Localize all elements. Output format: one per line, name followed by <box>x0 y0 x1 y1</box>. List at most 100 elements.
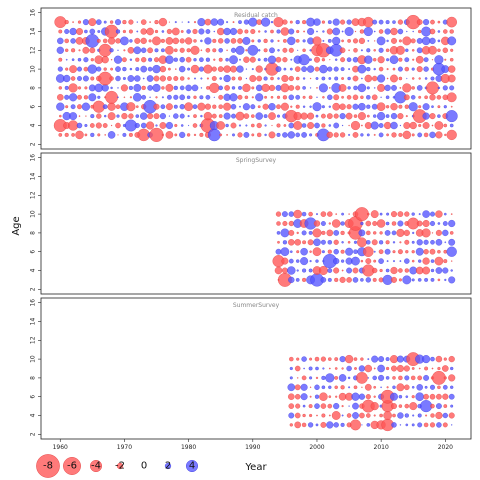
residual-bubble <box>84 29 88 34</box>
residual-bubble <box>238 20 242 24</box>
residual-bubble <box>140 37 147 45</box>
residual-bubble <box>380 386 382 389</box>
residual-bubble <box>297 377 299 379</box>
residual-bubble <box>82 46 90 54</box>
residual-bubble <box>340 422 345 427</box>
y-tick-label: 12 <box>30 46 37 54</box>
residual-bubble <box>255 65 263 73</box>
residual-bubble <box>135 105 139 109</box>
residual-bubble <box>422 210 430 218</box>
residual-bubble <box>378 240 384 245</box>
residual-bubble <box>306 65 315 73</box>
residual-bubble <box>309 77 312 80</box>
residual-bubble <box>442 85 448 91</box>
panel-title: SummerSurvey <box>233 302 280 309</box>
residual-bubble <box>77 94 82 100</box>
residual-bubble <box>242 83 251 93</box>
residual-bubble <box>353 249 358 254</box>
residual-bubble <box>90 76 95 81</box>
residual-bubble <box>295 259 300 263</box>
residual-bubble <box>146 121 155 130</box>
residual-bubble <box>411 49 415 52</box>
residual-bubble <box>250 123 255 128</box>
residual-bubble <box>103 20 107 24</box>
residual-bubble <box>450 404 454 408</box>
residual-bubble <box>385 366 390 371</box>
residual-bubble <box>325 373 335 383</box>
residual-bubble <box>434 121 444 130</box>
residual-bubble <box>200 114 203 118</box>
residual-bubble <box>450 366 454 371</box>
residual-bubble <box>147 47 153 54</box>
residual-bubble <box>352 277 359 283</box>
residual-bubble <box>346 267 353 274</box>
residual-bubble <box>165 121 173 130</box>
residual-bubble <box>129 58 133 61</box>
x-tick-label: 2000 <box>309 444 324 451</box>
residual-bubble <box>417 375 423 381</box>
residual-bubble <box>161 30 165 33</box>
residual-bubble <box>89 123 95 128</box>
residual-bubble <box>301 230 307 236</box>
residual-bubble <box>249 75 257 82</box>
residual-bubble <box>334 367 338 370</box>
residual-bubble <box>232 21 235 24</box>
residual-bubble <box>97 30 101 33</box>
residual-bubble <box>226 134 228 136</box>
residual-bubble <box>402 130 411 140</box>
residual-bubble <box>404 403 410 409</box>
residual-bubble <box>366 114 370 118</box>
residual-bubble <box>357 237 367 248</box>
residual-bubble <box>57 37 64 45</box>
residual-bubble <box>430 19 435 25</box>
residual-bubble <box>416 85 423 91</box>
residual-bubble <box>282 95 288 100</box>
residual-bubble <box>418 123 422 128</box>
residual-bubble <box>448 393 455 400</box>
residual-bubble <box>320 211 327 217</box>
residual-bubble <box>423 422 429 428</box>
residual-bubble <box>193 95 197 99</box>
residual-bubble <box>422 266 431 275</box>
residual-bubble <box>312 36 322 46</box>
residual-bubble <box>288 85 295 91</box>
residual-bubble <box>288 94 295 101</box>
residual-bubble <box>449 29 454 34</box>
residual-bubble <box>158 17 168 27</box>
residual-bubble <box>122 57 127 63</box>
y-tick-label: 12 <box>30 191 37 199</box>
x-tick-label: 1980 <box>181 444 196 451</box>
residual-bubble <box>352 402 359 410</box>
residual-bubble <box>411 133 415 137</box>
residual-bubble <box>348 133 351 136</box>
y-tick-label: 6 <box>30 395 37 399</box>
residual-bubble <box>88 84 96 92</box>
residual-bubble <box>402 275 412 285</box>
residual-bubble <box>309 58 312 61</box>
residual-bubble <box>192 104 198 109</box>
residual-bubble <box>309 357 313 361</box>
residual-bubble <box>366 133 370 137</box>
residual-bubble <box>444 241 447 244</box>
residual-bubble <box>110 86 113 90</box>
residual-bubble <box>443 376 447 380</box>
residual-bubble <box>424 366 429 371</box>
residual-bubble <box>437 20 441 24</box>
residual-bubble <box>391 230 397 236</box>
residual-bubble <box>352 412 359 419</box>
residual-bubble <box>154 48 159 53</box>
residual-bubble <box>418 95 422 99</box>
residual-bubble <box>405 115 408 118</box>
residual-bubble <box>385 376 390 380</box>
residual-bubble <box>308 268 313 273</box>
residual-bubble <box>334 76 339 81</box>
residual-bubble <box>322 39 325 42</box>
residual-bubble <box>390 121 398 130</box>
residual-bubble <box>348 405 350 407</box>
residual-bubble <box>422 355 431 364</box>
residual-bubble <box>321 250 325 254</box>
residual-bubble <box>322 96 325 99</box>
residual-bubble <box>155 124 158 127</box>
residual-bubble <box>417 413 422 418</box>
residual-bubble <box>309 105 312 108</box>
